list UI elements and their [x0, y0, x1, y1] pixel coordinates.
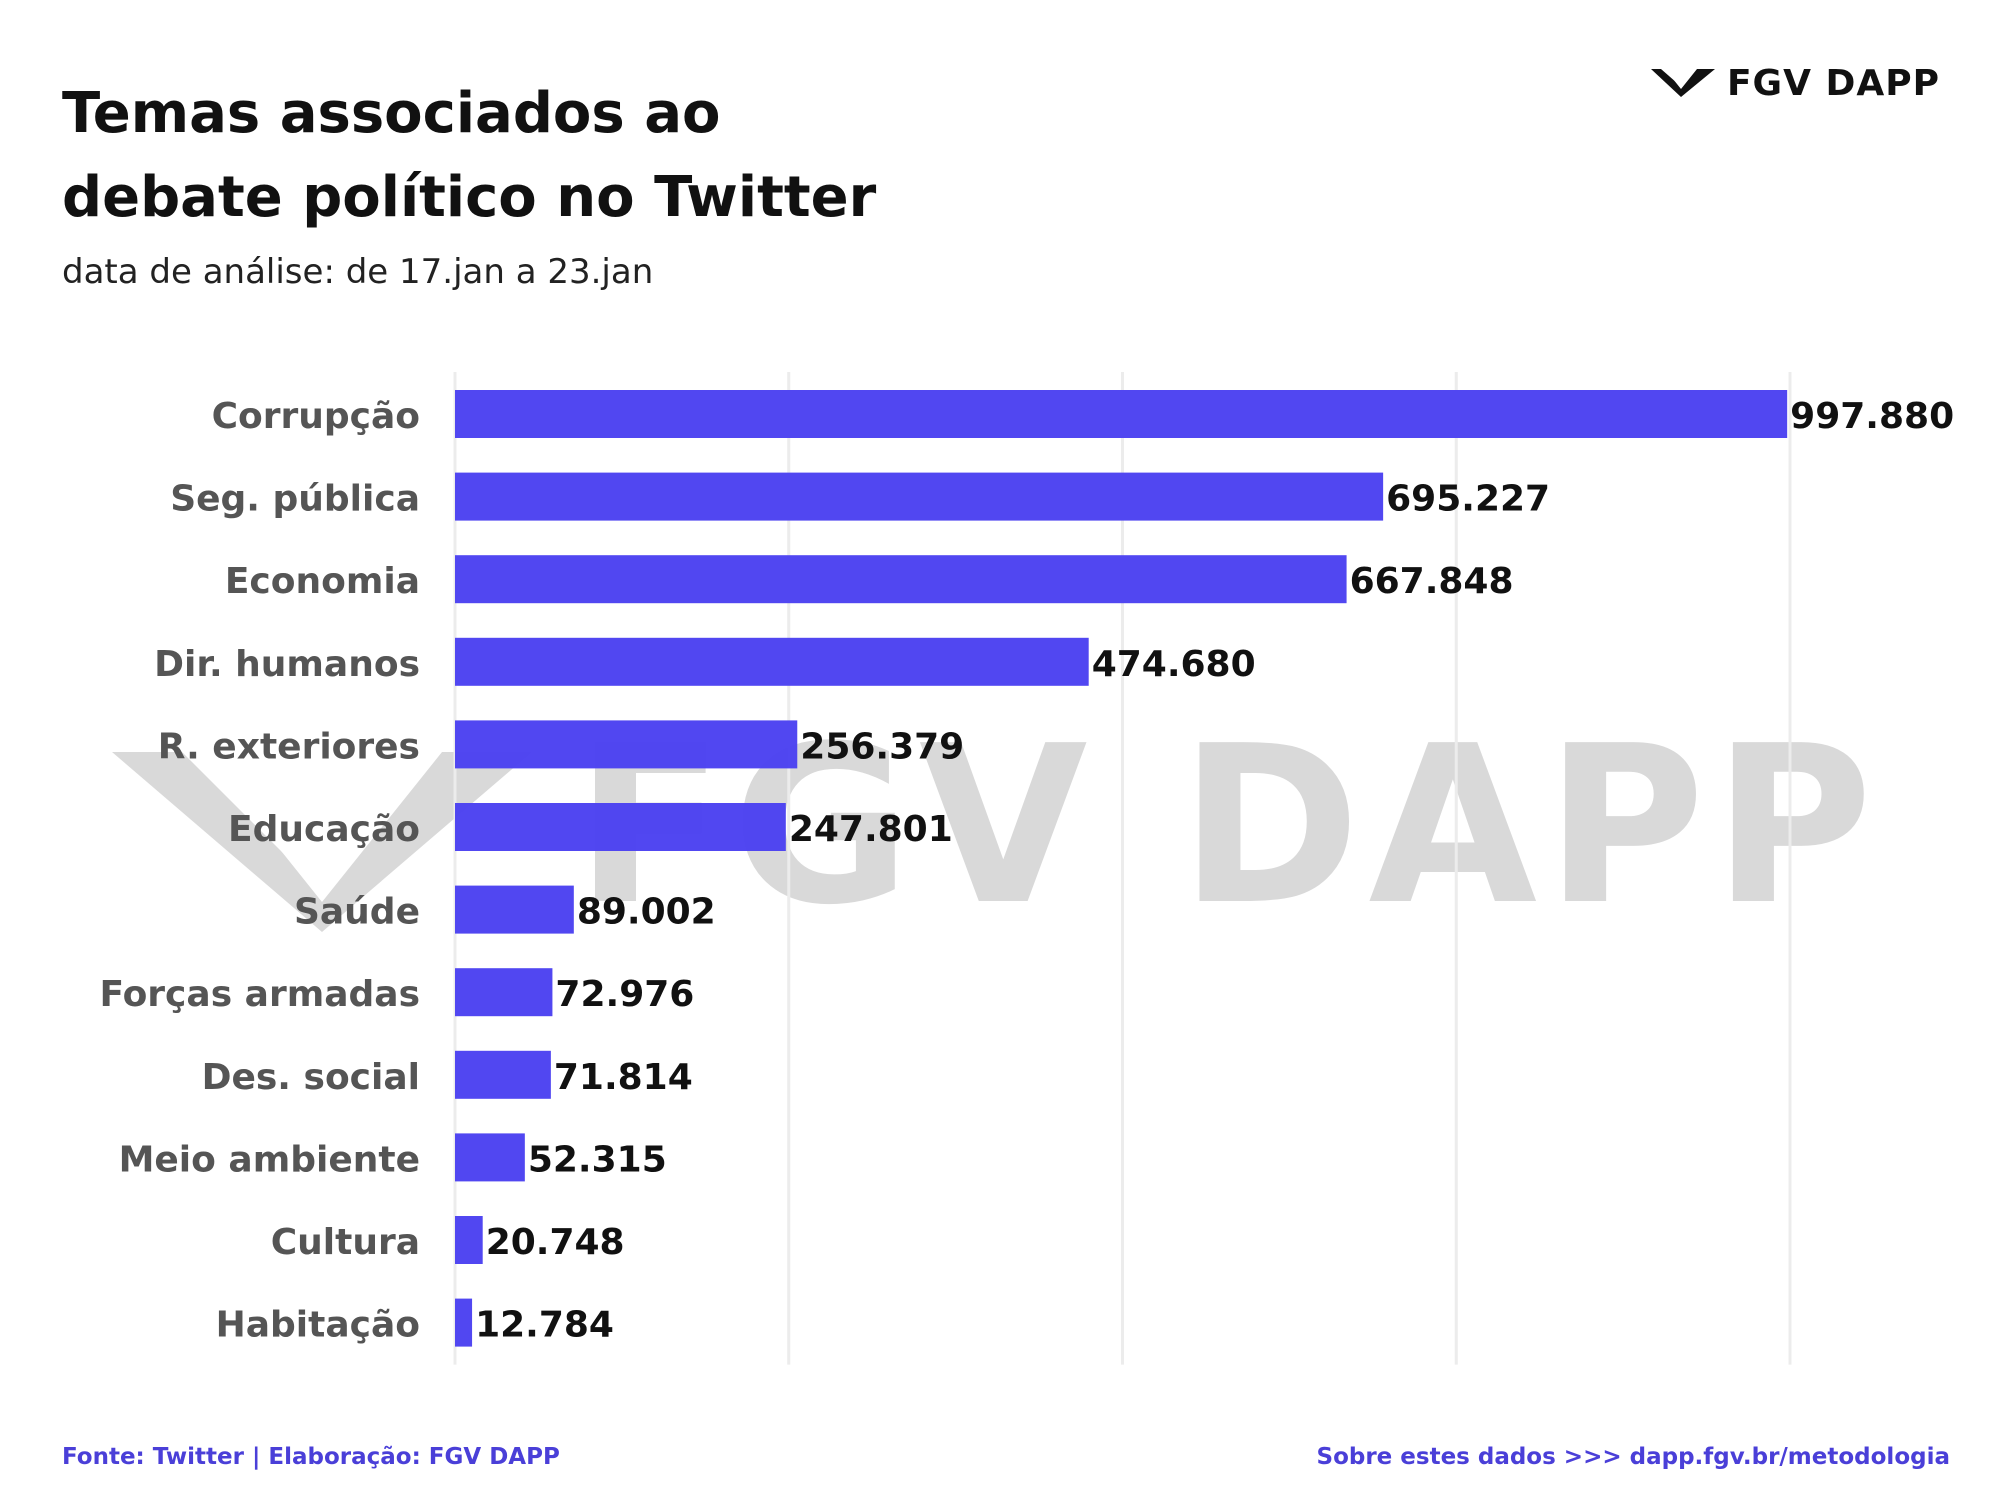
bar — [455, 1050, 551, 1099]
value-label: 247.801 — [789, 809, 953, 850]
bar — [455, 1133, 525, 1182]
bar — [455, 472, 1384, 521]
value-label: 997.880 — [1790, 396, 1954, 437]
bars — [455, 390, 1788, 1347]
value-label: 256.379 — [800, 726, 964, 767]
value-label: 695.227 — [1386, 479, 1550, 520]
bar — [455, 885, 574, 934]
category-label: Cultura — [271, 1222, 420, 1263]
value-label: 667.848 — [1350, 561, 1514, 602]
chart-title-line-1: Temas associados ao — [62, 81, 721, 146]
value-label: 474.680 — [1092, 644, 1256, 685]
fgv-dapp-logo: FGV DAPP — [1650, 58, 1940, 108]
category-label: Habitação — [216, 1305, 420, 1346]
watermark-logo-icon — [112, 752, 532, 932]
logo-text: FGV DAPP — [1726, 62, 1940, 104]
category-label: R. exteriores — [158, 726, 420, 767]
bar — [455, 555, 1347, 604]
fgv-dapp-logo-icon — [1650, 69, 1715, 97]
chart-subtitle: data de análise: de 17.jan a 23.jan — [62, 252, 654, 292]
footer-source: Fonte: Twitter | Elaboração: FGV DAPP — [62, 1444, 560, 1470]
value-label: 72.976 — [555, 974, 694, 1015]
value-label: 89.002 — [577, 892, 716, 933]
category-label: Corrupção — [212, 396, 420, 437]
bar — [455, 637, 1089, 686]
category-label: Forças armadas — [99, 974, 420, 1015]
footer-methodology-link[interactable]: Sobre estes dados >>> dapp.fgv.br/metodo… — [1316, 1444, 1951, 1470]
category-label: Seg. pública — [170, 479, 420, 520]
value-label: 71.814 — [554, 1057, 693, 1098]
grid-lines — [453, 372, 1792, 1365]
bar — [455, 1298, 473, 1347]
chart-title: Temas associados ao debate político no T… — [62, 72, 1362, 240]
labels: Corrupção 997.880 Seg. pública 695.227 Econo… — [99, 396, 1954, 1346]
category-label: Economia — [225, 561, 420, 602]
bar — [455, 968, 553, 1017]
category-label: Des. social — [202, 1057, 420, 1098]
bar — [455, 390, 1788, 438]
category-label: Saúde — [294, 892, 420, 933]
value-label: 52.315 — [528, 1139, 667, 1180]
chart-title-line-2: debate político no Twitter — [62, 165, 877, 230]
category-label: Meio ambiente — [119, 1139, 420, 1180]
value-label: 12.784 — [475, 1305, 614, 1346]
value-label: 20.748 — [486, 1222, 625, 1263]
category-label: Dir. humanos — [154, 644, 420, 685]
bar — [455, 1216, 483, 1264]
bar — [455, 803, 786, 851]
category-label: Educação — [228, 809, 420, 850]
bar — [455, 720, 798, 769]
